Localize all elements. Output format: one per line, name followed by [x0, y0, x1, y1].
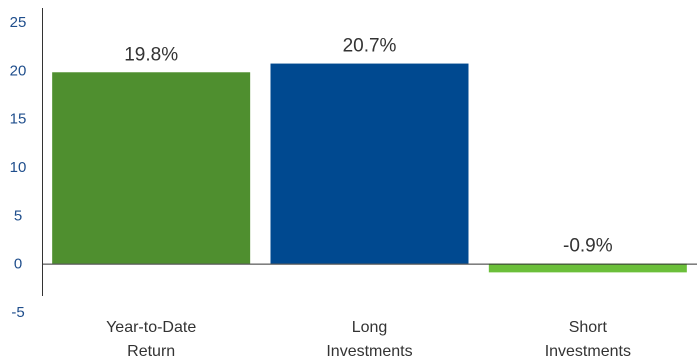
- bar: [488, 263, 687, 273]
- data-labels: 19.8% 20.7% -0.9%: [124, 36, 613, 257]
- y-tick-label: -5: [11, 304, 24, 321]
- category-label: Investments: [326, 343, 412, 360]
- category-label: Return: [127, 343, 175, 360]
- category-label: Long: [352, 319, 388, 336]
- y-tick-label: 5: [14, 207, 22, 224]
- y-tick-label: 20: [10, 62, 27, 79]
- bar: [270, 63, 469, 264]
- bar-value-label: 19.8%: [124, 44, 178, 65]
- bar-value-label: 20.7%: [343, 36, 397, 57]
- category-label: Year-to-Date: [106, 319, 196, 336]
- y-tick-label: 25: [10, 14, 27, 31]
- category-labels: Year-to-Date Return Long Investments Short In…: [106, 319, 631, 360]
- y-tick-label: 15: [10, 111, 27, 128]
- y-tick-label: 10: [10, 159, 27, 176]
- y-tick-label: 0: [14, 256, 22, 273]
- category-label: Investments: [545, 343, 631, 360]
- category-label: Short: [569, 319, 608, 336]
- bar-value-label: -0.9%: [563, 236, 613, 257]
- bar: [52, 72, 251, 264]
- bars: [52, 63, 687, 273]
- y-axis-ticks: -5 0 5 10 15 20 25: [10, 14, 27, 321]
